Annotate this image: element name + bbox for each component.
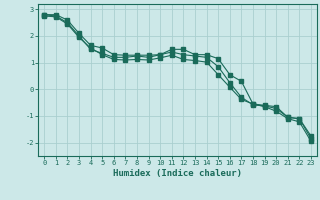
X-axis label: Humidex (Indice chaleur): Humidex (Indice chaleur) bbox=[113, 169, 242, 178]
